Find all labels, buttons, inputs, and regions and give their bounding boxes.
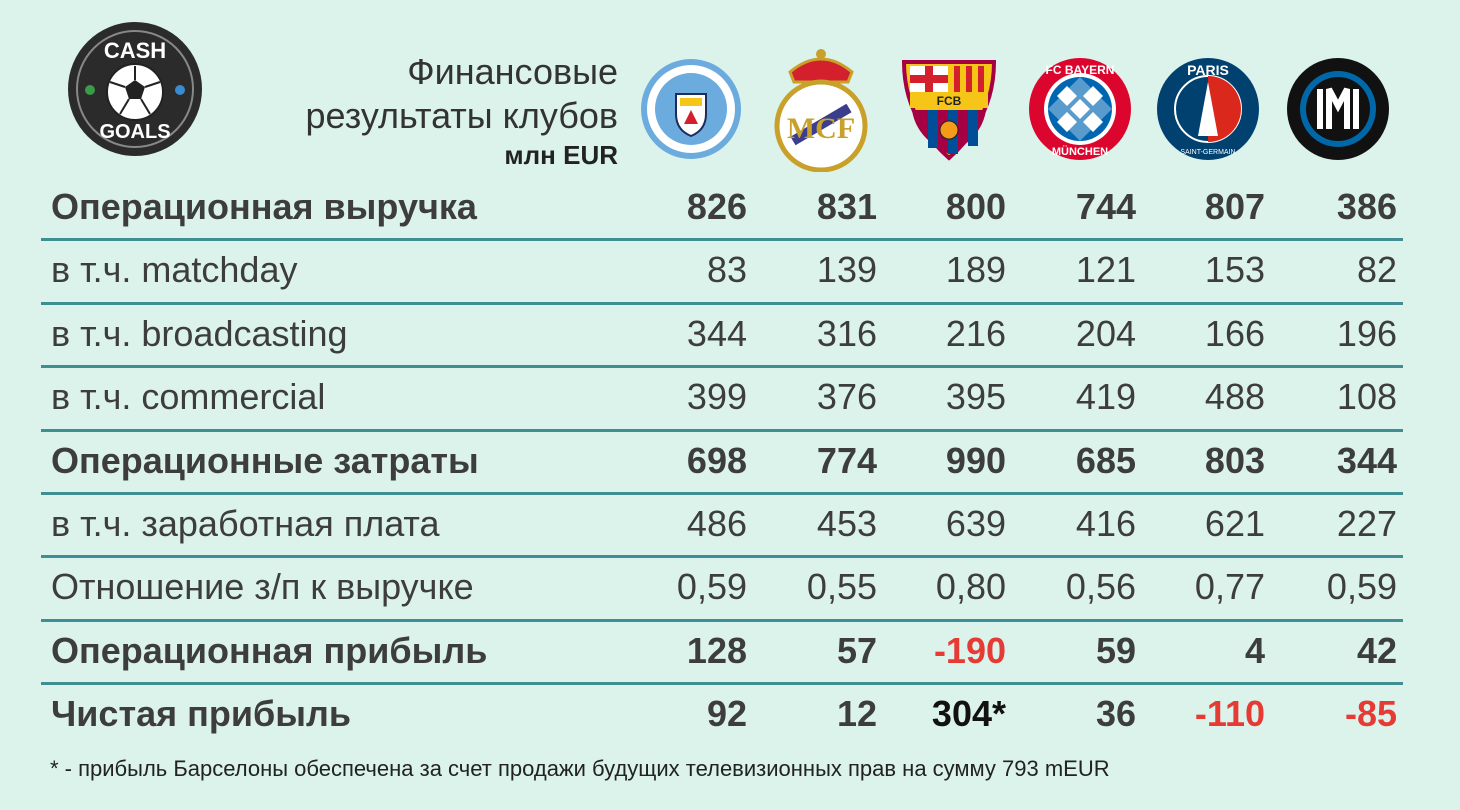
value-real-madrid: 57 (836, 629, 877, 671)
value-psg: 4 (1244, 629, 1265, 671)
row-label: в т.ч. matchday (51, 249, 298, 291)
cash-goals-logo: CASH GOALS (66, 20, 204, 158)
value-inter: 344 (1336, 439, 1397, 481)
value-man-city: 83 (706, 249, 747, 291)
value-bayern: 685 (1075, 439, 1136, 481)
value-inter: 42 (1356, 629, 1397, 671)
logo-top-text: CASH (104, 38, 166, 63)
svg-text:PARIS: PARIS (1187, 62, 1229, 78)
value-barcelona: 216 (945, 312, 1006, 354)
svg-text:FCB: FCB (937, 94, 962, 108)
value-real-madrid: 831 (816, 186, 877, 227)
row-label: в т.ч. заработная плата (51, 502, 440, 544)
value-real-madrid: 12 (836, 693, 877, 735)
row-label: Операционная выручка (51, 186, 477, 227)
value-barcelona: 189 (945, 249, 1006, 291)
value-bayern: 416 (1075, 502, 1136, 544)
svg-text:FC BAYERN: FC BAYERN (1046, 63, 1115, 77)
value-inter: 386 (1336, 186, 1397, 227)
value-man-city: 0,59 (676, 566, 747, 608)
value-barcelona: -190 (933, 629, 1006, 671)
value-man-city: 344 (686, 312, 747, 354)
value-barcelona: 395 (945, 376, 1006, 418)
value-bayern: 59 (1095, 629, 1136, 671)
value-barcelona: 800 (945, 186, 1006, 227)
barcelona-crest: FCB (898, 58, 1004, 162)
row-matchday: в т.ч. matchday 83 139 189 121 153 82 (41, 241, 1403, 305)
value-real-madrid: 774 (816, 439, 877, 481)
row-label: Операционная прибыль (51, 629, 488, 671)
value-barcelona: 990 (945, 439, 1006, 481)
logo-bottom-text: GOALS (99, 121, 170, 143)
header-title: Финансовые результаты клубов млн EUR (305, 50, 618, 172)
financial-table: Операционная выручка 826 831 800 744 807… (41, 178, 1403, 749)
value-real-madrid: 139 (816, 249, 877, 291)
value-man-city: 486 (686, 502, 747, 544)
row-broadcasting: в т.ч. broadcasting 344 316 216 204 166 … (41, 305, 1403, 369)
value-man-city: 698 (686, 439, 747, 481)
manchester-city-crest (638, 56, 744, 162)
value-inter: -85 (1344, 693, 1397, 735)
value-bayern: 0,56 (1065, 566, 1136, 608)
value-inter: 82 (1356, 249, 1397, 291)
value-bayern: 419 (1075, 376, 1136, 418)
value-real-madrid: 376 (816, 376, 877, 418)
row-label: в т.ч. commercial (51, 376, 326, 418)
svg-text:MÜNCHEN: MÜNCHEN (1052, 145, 1108, 158)
value-bayern: 744 (1075, 186, 1136, 227)
value-man-city: 399 (686, 376, 747, 418)
row-label: Операционные затраты (51, 439, 479, 481)
inter-crest (1285, 56, 1391, 162)
value-real-madrid: 316 (816, 312, 877, 354)
value-man-city: 826 (686, 186, 747, 227)
value-psg: 803 (1204, 439, 1265, 481)
value-inter: 0,59 (1326, 566, 1397, 608)
value-inter: 108 (1336, 376, 1397, 418)
value-psg: -110 (1194, 693, 1265, 735)
value-psg: 621 (1204, 502, 1265, 544)
title-line-2: результаты клубов (305, 95, 618, 136)
row-operating-revenue: Операционная выручка 826 831 800 744 807… (41, 178, 1403, 242)
value-barcelona: 304* (931, 693, 1006, 735)
row-operating-profit: Операционная прибыль 128 57 -190 59 4 42 (41, 622, 1403, 686)
row-wages: в т.ч. заработная плата 486 453 639 416 … (41, 495, 1403, 559)
psg-crest: PARIS SAINT-GERMAIN (1155, 56, 1261, 162)
row-commercial: в т.ч. commercial 399 376 395 419 488 10… (41, 368, 1403, 432)
value-barcelona: 639 (945, 502, 1006, 544)
svg-text:MCF: MCF (787, 112, 855, 145)
row-label: в т.ч. broadcasting (51, 312, 348, 354)
value-psg: 166 (1204, 312, 1265, 354)
value-barcelona: 0,80 (935, 566, 1006, 608)
row-wage-ratio: Отношение з/п к выручке 0,59 0,55 0,80 0… (41, 558, 1403, 622)
title-line-1: Финансовые (407, 51, 618, 92)
row-operating-costs: Операционные затраты 698 774 990 685 803… (41, 432, 1403, 495)
value-man-city: 92 (706, 693, 747, 735)
value-real-madrid: 453 (816, 502, 877, 544)
value-bayern: 204 (1075, 312, 1136, 354)
value-man-city: 128 (686, 629, 747, 671)
value-bayern: 121 (1075, 249, 1136, 291)
footnote: * - прибыль Барселоны обеспечена за счет… (50, 756, 1110, 781)
row-label: Отношение з/п к выручке (51, 566, 474, 608)
row-net-profit: Чистая прибыль 92 12 304* 36 -110 -85 (41, 685, 1403, 748)
value-psg: 807 (1204, 186, 1265, 227)
bayern-munich-crest: FC BAYERN MÜNCHEN (1027, 56, 1133, 162)
value-real-madrid: 0,55 (806, 566, 877, 608)
value-psg: 488 (1204, 376, 1265, 418)
value-psg: 0,77 (1194, 566, 1265, 608)
row-label: Чистая прибыль (51, 693, 351, 735)
unit-label: млн EUR (504, 140, 618, 170)
value-bayern: 36 (1095, 693, 1136, 735)
real-madrid-crest: MCF (768, 46, 874, 173)
svg-text:SAINT-GERMAIN: SAINT-GERMAIN (1180, 149, 1235, 156)
value-psg: 153 (1204, 249, 1265, 291)
value-inter: 196 (1336, 312, 1397, 354)
value-inter: 227 (1336, 502, 1397, 544)
